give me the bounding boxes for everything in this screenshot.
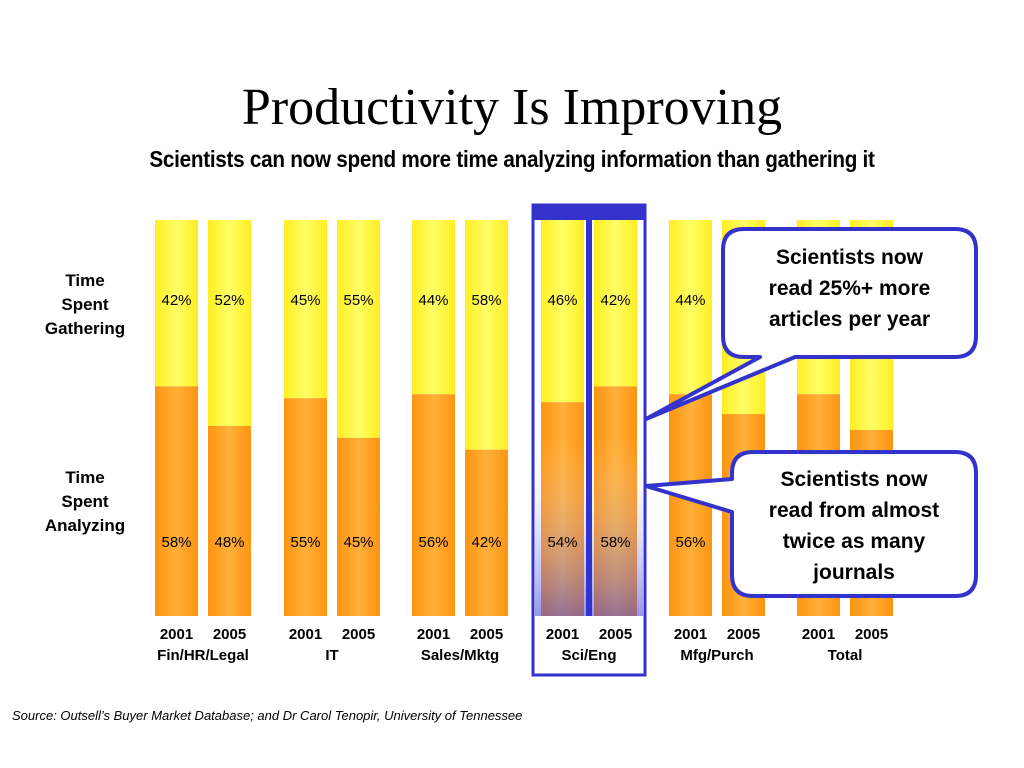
bar-segment-analyzing	[155, 386, 198, 616]
gathering-percent-label: 52%	[214, 292, 244, 309]
analyzing-percent-label: 45%	[343, 534, 373, 551]
gathering-percent-label: 46%	[547, 292, 577, 309]
year-label: 2005	[599, 626, 632, 643]
analyzing-percent-label: 42%	[471, 534, 501, 551]
source-note: Source: Outsell’s Buyer Market Database;…	[12, 708, 523, 723]
year-label: 2005	[855, 626, 888, 643]
row-label-analyzing-line: Spent	[61, 492, 109, 511]
bar-segment-gathering	[412, 220, 455, 395]
group-label: Total	[828, 647, 863, 664]
analyzing-percent-label: 48%	[214, 534, 244, 551]
row-label-analyzing: Time Spent Analyzing	[30, 466, 140, 538]
slide-subtitle: Scientists can now spend more time analy…	[149, 146, 875, 172]
analyzing-percent-label: 56%	[418, 534, 448, 551]
year-label: 2005	[213, 626, 246, 643]
bar-segment-gathering	[465, 220, 508, 450]
year-label: 2001	[546, 626, 579, 643]
callout-journals-bubble	[644, 450, 978, 598]
bar-segment-gathering	[208, 220, 251, 426]
row-label-gathering-line: Gathering	[44, 319, 126, 338]
callout-articles-text: Scientists now read 25%+ more articles p…	[723, 242, 976, 335]
bar-segment-gathering	[337, 220, 380, 438]
gathering-percent-label: 42%	[161, 292, 191, 309]
group-label: IT	[325, 647, 338, 664]
row-label-analyzing-line: Analyzing	[44, 516, 126, 535]
analyzing-percent-label: 55%	[290, 534, 320, 551]
callout-journals-line: twice as many	[782, 530, 926, 553]
row-label-gathering-line: Spent	[61, 295, 109, 314]
callout-journals: Scientists now read from almost twice as…	[732, 452, 976, 596]
callout-articles-line: Scientists now	[775, 246, 924, 269]
slide-title: Productivity Is Improving	[241, 79, 783, 136]
analyzing-percent-label: 58%	[600, 534, 630, 551]
gathering-percent-label: 58%	[471, 292, 501, 309]
year-label: 2001	[802, 626, 835, 643]
gathering-percent-label: 42%	[600, 292, 630, 309]
callout-journals-line: Scientists now	[780, 468, 928, 491]
group-label: Mfg/Purch	[680, 647, 753, 664]
callout-journals-text: Scientists now read from almost twice as…	[732, 464, 976, 588]
row-label-gathering-line: Time	[65, 271, 105, 290]
bar-segment-gathering	[155, 220, 198, 387]
callout-articles-line: read 25%+ more	[768, 277, 931, 300]
gathering-percent-label: 44%	[675, 292, 705, 309]
analyzing-percent-label: 54%	[547, 534, 577, 551]
callout-journals-line: journals	[813, 561, 895, 584]
year-label: 2001	[674, 626, 707, 643]
analyzing-percent-label: 58%	[161, 534, 191, 551]
year-label: 2001	[160, 626, 193, 643]
year-label: 2005	[342, 626, 375, 643]
callout-articles: Scientists now read 25%+ more articles p…	[723, 229, 976, 357]
year-label: 2005	[727, 626, 760, 643]
group-label: Fin/HR/Legal	[157, 647, 249, 664]
group-label: Sales/Mktg	[421, 647, 499, 664]
gathering-percent-label: 45%	[290, 292, 320, 309]
gathering-percent-label: 55%	[343, 292, 373, 309]
year-label: 2005	[470, 626, 503, 643]
year-label: 2001	[417, 626, 450, 643]
callout-articles-bubble	[644, 227, 978, 421]
callout-journals-line: read from almost	[768, 499, 940, 522]
bar-segment-gathering	[669, 220, 712, 395]
gathering-percent-label: 44%	[418, 292, 448, 309]
row-label-gathering: Time Spent Gathering	[30, 269, 140, 341]
bar-segment-analyzing	[412, 394, 455, 616]
bar-segment-gathering	[284, 220, 327, 399]
bar-segment-analyzing	[465, 449, 508, 616]
group-label: Sci/Eng	[561, 647, 616, 664]
bar-segment-analyzing	[208, 425, 251, 616]
year-label: 2001	[289, 626, 322, 643]
analyzing-percent-label: 56%	[675, 534, 705, 551]
callout-articles-line: articles per year	[768, 308, 931, 331]
highlight-frame-divider	[586, 205, 592, 616]
row-label-analyzing-line: Time	[65, 468, 105, 487]
bar-segment-analyzing	[284, 398, 327, 616]
bar-segment-analyzing	[337, 437, 380, 616]
